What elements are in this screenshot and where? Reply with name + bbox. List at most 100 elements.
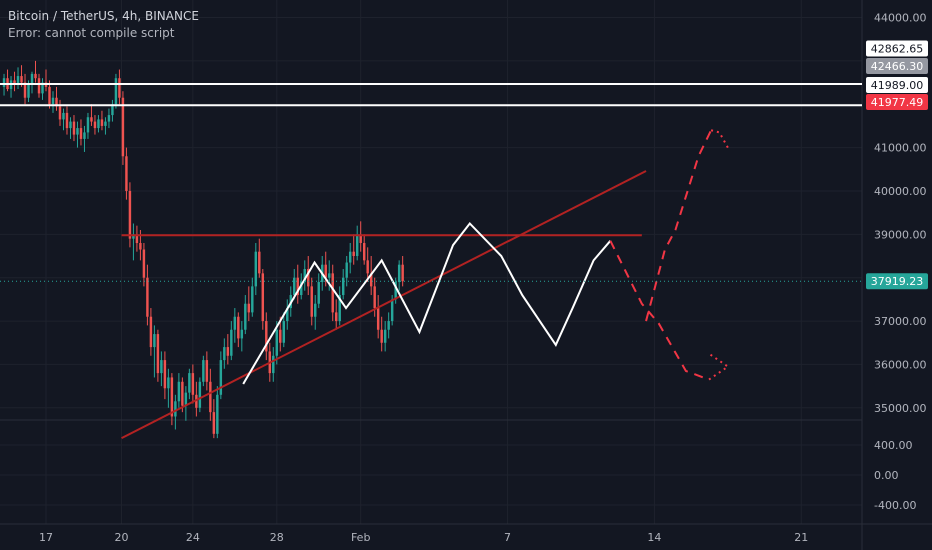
zigzag-line xyxy=(242,221,612,385)
time-axis: 17 20 24 28 Feb 7 14 21 xyxy=(39,531,808,544)
candle-body xyxy=(261,273,265,322)
candle-body xyxy=(104,121,107,126)
price-tick-label: 35000.00 xyxy=(874,402,927,415)
candle-body xyxy=(65,112,69,129)
price-tick-label: 37000.00 xyxy=(874,315,927,328)
time-tick-label: Feb xyxy=(351,531,370,544)
candle-body xyxy=(37,78,41,94)
candle-body xyxy=(240,329,244,339)
price-badge xyxy=(866,40,928,57)
candle-body xyxy=(212,412,216,434)
candle-body xyxy=(149,316,153,348)
candle-body xyxy=(352,251,355,257)
candle-body xyxy=(132,234,135,239)
candle-body xyxy=(331,273,334,313)
candle-body xyxy=(86,117,90,133)
projection-dotted-line xyxy=(708,352,730,381)
candle-body xyxy=(401,264,404,282)
candle-body xyxy=(258,251,261,274)
candle-body xyxy=(125,156,128,191)
candle-body xyxy=(355,234,359,257)
candle-body xyxy=(373,286,376,309)
candle-body xyxy=(51,97,55,105)
candle-body xyxy=(345,262,348,278)
candle-body xyxy=(251,286,254,313)
price-tick-label: 44000.00 xyxy=(874,12,927,25)
candle-body xyxy=(153,334,156,348)
candle-body xyxy=(62,112,65,120)
candle-body xyxy=(303,269,306,283)
candle-body xyxy=(139,243,142,250)
candle-body xyxy=(334,312,338,322)
candle-body xyxy=(272,355,275,374)
candle-body xyxy=(324,264,327,278)
time-tick-label: 14 xyxy=(647,531,661,544)
price-badge xyxy=(866,94,928,110)
price-badge-label: 42466.30 xyxy=(871,60,924,73)
price-tick-label: 36000.00 xyxy=(874,358,927,371)
candle-body xyxy=(111,104,114,116)
indicator-tick-label: -400.00 xyxy=(874,499,916,512)
candle-body xyxy=(146,277,149,317)
candle-body xyxy=(184,392,188,406)
candle-body xyxy=(107,115,111,122)
candle-body xyxy=(233,316,237,330)
candle-body xyxy=(293,277,296,296)
candle-body xyxy=(90,117,93,122)
candle-body xyxy=(387,321,390,330)
candle-body xyxy=(362,243,366,261)
candle-body xyxy=(69,121,72,129)
time-tick-label: 20 xyxy=(115,531,129,544)
price-tick-label: 40000.00 xyxy=(874,185,927,198)
time-tick-label: 28 xyxy=(270,531,284,544)
candle-body xyxy=(223,347,226,361)
candle-body xyxy=(275,329,279,356)
candle-body xyxy=(310,286,313,317)
candle-body xyxy=(20,76,23,83)
indicator-tick-label: 0.00 xyxy=(874,469,899,482)
candle-body xyxy=(27,84,30,98)
time-tick-label: 17 xyxy=(39,531,53,544)
candle-body xyxy=(79,128,83,139)
candle-body xyxy=(83,132,86,139)
candle-body xyxy=(142,249,146,278)
candle-body xyxy=(100,119,104,126)
indicator-tick-label: 400.00 xyxy=(874,439,913,452)
candle-body xyxy=(23,82,27,98)
price-badge-label: 41977.49 xyxy=(871,96,924,109)
candle-body xyxy=(317,282,320,304)
candle-body xyxy=(328,273,331,278)
candle-body xyxy=(55,97,58,107)
candle-body xyxy=(282,321,285,343)
candle-body xyxy=(30,73,34,85)
candle-body xyxy=(181,381,184,406)
price-tick-label: 41000.00 xyxy=(874,142,927,155)
candle-body xyxy=(300,282,303,296)
candle-body xyxy=(226,347,230,356)
price-tick-label: 39000.00 xyxy=(874,228,927,241)
candle-body xyxy=(244,303,247,330)
candle-body xyxy=(366,260,369,274)
candle-body xyxy=(41,82,44,94)
time-tick-label: 24 xyxy=(186,531,200,544)
projection-dashed-line xyxy=(609,240,710,381)
candle-body xyxy=(376,308,380,330)
candle-body xyxy=(209,381,212,413)
price-badge xyxy=(866,273,928,290)
price-badge-label: 42862.65 xyxy=(871,43,924,56)
candle-body xyxy=(13,80,16,85)
candle-body xyxy=(195,394,198,408)
candle-body xyxy=(219,360,223,395)
candle-body xyxy=(177,381,181,402)
candle-body xyxy=(118,78,121,98)
candle-body xyxy=(254,251,258,287)
candle-body xyxy=(397,264,401,283)
candle-body xyxy=(114,78,118,105)
candle-body xyxy=(76,128,79,135)
price-badge-label: 41989.00 xyxy=(871,79,924,92)
candle-body xyxy=(174,401,177,417)
price-badge xyxy=(866,58,928,74)
candle-body xyxy=(170,377,174,417)
